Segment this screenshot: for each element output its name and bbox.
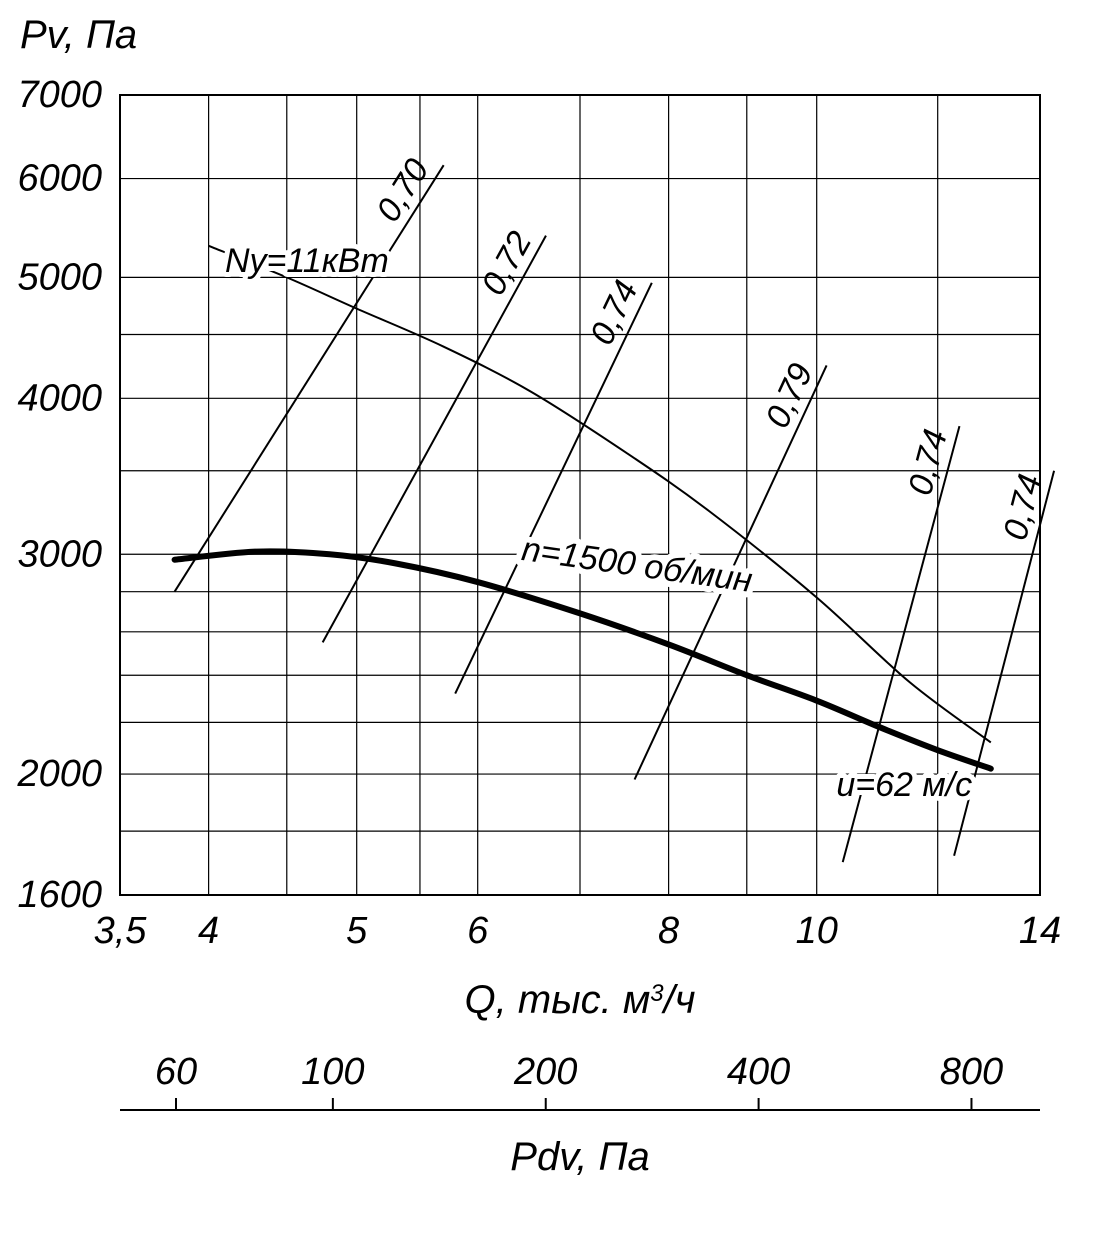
y-tick-label: 7000: [17, 74, 102, 116]
pdv-tick-label: 200: [513, 1051, 577, 1093]
y-tick-label: 1600: [17, 874, 102, 916]
x-tick-label: 5: [346, 910, 368, 952]
y-axis-title: Pv, Па: [20, 13, 137, 57]
y-tick-label: 2000: [16, 753, 102, 795]
y-tick-label: 6000: [17, 158, 102, 200]
x-tick-label: 3,5: [94, 910, 148, 952]
x-tick-label: 6: [467, 910, 489, 952]
x-tick-label: 10: [796, 910, 838, 952]
pdv-tick-label: 400: [727, 1051, 790, 1093]
pdv-tick-label: 60: [155, 1051, 197, 1093]
x-tick-label: 8: [658, 910, 679, 952]
y-tick-label: 3000: [17, 533, 102, 575]
pdv-tick-label: 800: [940, 1051, 1003, 1093]
x-tick-label: 4: [198, 910, 219, 952]
power-label: Ny=11кВт: [225, 242, 389, 280]
pdv-tick-label: 100: [301, 1051, 364, 1093]
fan-performance-chart: Pv, Па 1600 2000 3000 4000 5000 6000 7000 3,5 4 5 6…: [0, 0, 1099, 1240]
x-tick-label: 14: [1019, 910, 1061, 952]
y-tick-label: 4000: [17, 377, 102, 419]
x-axis-title-pdv: Pdv, Па: [510, 1135, 649, 1179]
y-tick-label: 5000: [17, 256, 102, 298]
tip-speed-label: u=62 м/с: [836, 766, 972, 804]
